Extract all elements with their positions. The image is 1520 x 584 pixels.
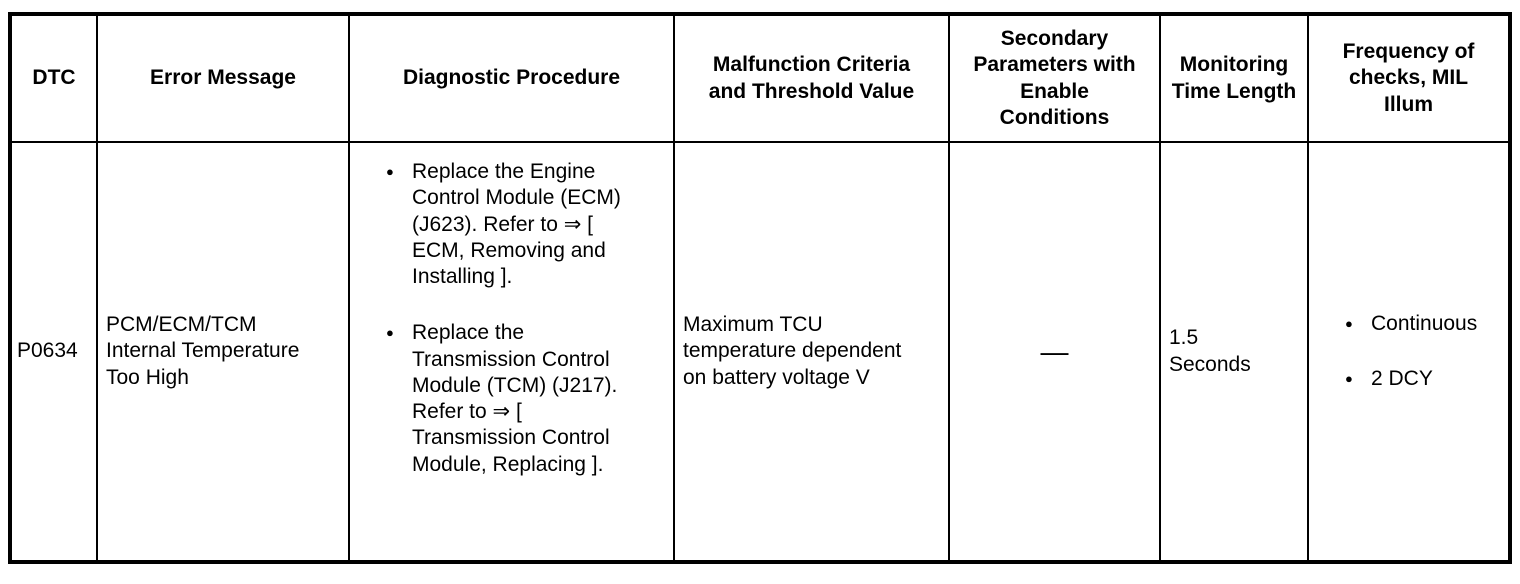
header-malfunction-criteria-label: Malfunction Criteria and Threshold Value xyxy=(708,53,915,103)
procedure-step: ● Replace the Engine Control Module (ECM… xyxy=(386,159,665,290)
cell-frequency-of-checks: ● Continuous ● 2 DCY xyxy=(1307,141,1511,563)
procedure-step-text: Replace the Engine Control Module (ECM) … xyxy=(412,160,621,288)
header-cell-dtc: DTC xyxy=(9,13,98,143)
cell-secondary-parameters: — xyxy=(948,141,1161,563)
procedure-step-text: Replace the Transmission Control Module … xyxy=(412,321,618,476)
header-cell-error-message: Error Message xyxy=(96,13,350,143)
dtc-code: P0634 xyxy=(17,339,78,363)
header-dtc-label: DTC xyxy=(32,66,76,90)
header-cell-frequency: Frequency of checks, MIL Illum xyxy=(1307,13,1511,143)
header-frequency-label: Frequency of checks, MIL Illum xyxy=(1342,40,1475,116)
procedure-step: ● Replace the Transmission Control Modul… xyxy=(386,320,665,478)
cell-monitoring-time: 1.5 Seconds xyxy=(1159,141,1309,563)
header-diagnostic-procedure-label: Diagnostic Procedure xyxy=(402,66,621,90)
table-row: P0634 PCM/ECM/TCM Internal Temperature T… xyxy=(9,141,1511,563)
header-secondary-parameters-label: Secondary Parameters with Enable Conditi… xyxy=(973,27,1136,129)
error-message-text: PCM/ECM/TCM Internal Temperature Too Hig… xyxy=(106,313,300,389)
bullet-icon: ● xyxy=(1345,316,1353,332)
cell-diagnostic-procedure: ● Replace the Engine Control Module (ECM… xyxy=(348,141,675,563)
monitoring-time-text: 1.5 Seconds xyxy=(1169,326,1251,376)
frequency-item: ● 2 DCY xyxy=(1345,366,1500,392)
header-monitoring-time-label: Monitoring Time Length xyxy=(1171,53,1297,103)
header-error-message-label: Error Message xyxy=(150,66,296,90)
header-cell-secondary-parameters: Secondary Parameters with Enable Conditi… xyxy=(948,13,1161,143)
header-cell-malfunction-criteria: Malfunction Criteria and Threshold Value xyxy=(673,13,950,143)
bullet-icon: ● xyxy=(386,325,394,341)
bullet-icon: ● xyxy=(386,164,394,179)
header-cell-monitoring-time: Monitoring Time Length xyxy=(1159,13,1309,143)
secondary-parameters-value: — xyxy=(1040,336,1069,367)
frequency-item: ● Continuous xyxy=(1345,311,1500,337)
frequency-item-text: Continuous xyxy=(1371,312,1478,336)
header-row: DTC Error Message Diagnostic Procedure M… xyxy=(9,13,1511,143)
frequency-list: ● Continuous ● 2 DCY xyxy=(1345,311,1500,392)
cell-error-message: PCM/ECM/TCM Internal Temperature Too Hig… xyxy=(96,141,350,563)
frequency-item-text: 2 DCY xyxy=(1371,366,1433,390)
dtc-table: DTC Error Message Diagnostic Procedure M… xyxy=(8,12,1512,564)
cell-dtc-code: P0634 xyxy=(9,141,98,563)
header-cell-diagnostic-procedure: Diagnostic Procedure xyxy=(348,13,675,143)
bullet-icon: ● xyxy=(1345,370,1353,386)
malfunction-criteria-text: Maximum TCU temperature dependent on bat… xyxy=(683,313,902,389)
cell-malfunction-criteria: Maximum TCU temperature dependent on bat… xyxy=(673,141,950,563)
